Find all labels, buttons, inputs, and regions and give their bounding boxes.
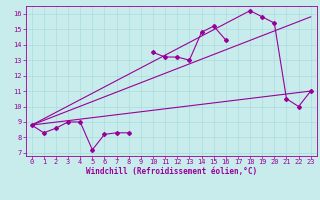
X-axis label: Windchill (Refroidissement éolien,°C): Windchill (Refroidissement éolien,°C) bbox=[86, 167, 257, 176]
